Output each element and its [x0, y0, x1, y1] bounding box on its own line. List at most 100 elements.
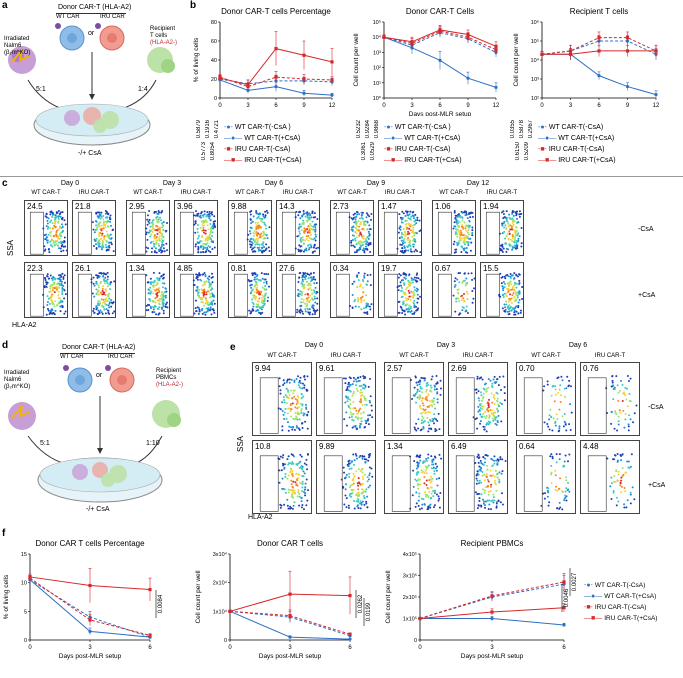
gate-percentage: 24.5 [27, 202, 43, 211]
legend-f-item: -■- IRU CAR-T(-CsA) [584, 604, 647, 611]
gate [587, 455, 607, 512]
condition-header: WT CAR-T [235, 190, 265, 196]
panel-label-a: a [2, 0, 8, 11]
chart-b1: Donor CAR-T cells Percentage 0 3 6 9 12 0 20 40 6… [193, 7, 336, 109]
condition-header: WT CAR-T [531, 353, 561, 359]
x-axis-label: Days post-MLR setup [259, 653, 322, 660]
x-tick-label: 9 [466, 103, 470, 109]
flow-plot: 15.5 [480, 262, 524, 318]
flow-plot: 27.6 [276, 262, 320, 318]
gate-percentage: 15.5 [483, 264, 499, 273]
y-tick-label: 0 [414, 638, 417, 644]
data-point [88, 629, 92, 633]
flow-density [391, 453, 443, 512]
flow-plot: 0.67 [432, 262, 476, 318]
chart-title: Recipient PBMCs [461, 539, 524, 548]
data-point [148, 633, 152, 638]
panel-f-charts: Donor CAR T cells Percentage 0 3 6 0 5 10 15 % o… [3, 539, 578, 660]
legend-b3-item: -●- WT CAR-T(-CsA) [538, 124, 604, 131]
condition-header: WT CAR-T [399, 353, 429, 359]
x-tick-label: 12 [329, 103, 336, 109]
p-value: 0.0046 [564, 588, 570, 607]
ratio-right-d: 1:10 [146, 440, 160, 447]
p-value: 0.4721 [214, 120, 220, 139]
data-point [382, 35, 386, 39]
panel-label-f: f [2, 528, 6, 539]
flow-density [77, 210, 115, 255]
x-axis-label: Days post-MLR setup [409, 111, 472, 116]
flow-density [383, 272, 421, 317]
flow-density [131, 271, 169, 317]
gate [455, 455, 475, 512]
panel-a-schematic: Donor CAR-T (HLA-A2) WT CAR IRU CAR or I… [0, 0, 188, 172]
p-value: 0.5232 [356, 120, 362, 139]
y-tick-label: 10³ [373, 50, 381, 56]
data-point [625, 84, 630, 89]
gate-percentage: 0.64 [519, 442, 535, 451]
y-tick-label: 10 [21, 581, 27, 587]
p-value: 0.8054 [209, 142, 216, 161]
p-value: 0.5209 [523, 142, 530, 161]
gate [233, 211, 248, 255]
flow-density [323, 452, 374, 512]
chart-b2: Donor CAR-T Cells 0 3 6 9 12 10⁰ 10¹ 10² 10³ 10⁴ 10… [353, 7, 500, 116]
data-point [302, 53, 306, 57]
y-tick-label: 5 [24, 609, 27, 615]
flow-plot: 1.94 [480, 200, 524, 256]
y-tick-label: 40 [211, 58, 217, 64]
gate [383, 273, 398, 317]
gate-percentage: 2.95 [129, 202, 145, 211]
data-point [274, 85, 278, 89]
gate-percentage: 10.8 [255, 442, 271, 451]
flow-density [29, 272, 67, 317]
pvals-b3: 0.0355 0.6150 0.5878 0.5209 0.2967 [510, 120, 534, 172]
gate [523, 377, 543, 434]
y-axis-label: Cell count per well [353, 33, 360, 87]
gate-percentage: 9.88 [231, 202, 247, 211]
x-tick-label: 9 [302, 103, 306, 109]
flow-density [131, 209, 169, 255]
data-point [490, 610, 494, 614]
p-value: 0.9868 [374, 120, 380, 139]
legend-b3-item: —●— WT CAR-T(+CsA) [538, 135, 615, 142]
donor-title-a: Donor CAR-T (HLA-A2) [58, 4, 132, 11]
x-axis-label: Days post-MLR setup [59, 653, 122, 660]
gate [455, 377, 475, 434]
flow-density [587, 375, 638, 434]
panel-c-flow: SSA HLA-A2 -CsA +CsA Day 0 WT CAR-T 24.5 22… [0, 178, 683, 336]
series-line [219, 76, 333, 88]
data-point [302, 77, 306, 81]
data-point [540, 52, 544, 56]
donor-title-d: Donor CAR-T (HLA-A2) [62, 344, 136, 351]
x-tick-label: 9 [626, 103, 630, 109]
ratio-left-d: 5:1 [40, 440, 50, 447]
y-tick-label: 10² [531, 96, 539, 102]
legend-b3-item: —■— IRU CAR-T(+CsA) [538, 157, 616, 164]
nalm6-label-a: Irradiated Nalm6 (β₂m^KO) [4, 36, 31, 56]
x-tick-label: 0 [28, 645, 32, 651]
flow-density [587, 452, 636, 512]
y-tick-label: 3x10⁴ [213, 551, 228, 558]
y-tick-label: 1x10⁴ [213, 608, 228, 615]
gate-percentage: 3.96 [177, 202, 193, 211]
gate [383, 211, 398, 255]
gate [281, 273, 296, 317]
flow-plot: 0.70 [516, 362, 576, 436]
gate-percentage: 4.85 [177, 264, 193, 273]
y-axis-label: % of living cells [3, 574, 10, 619]
y-tick-label: 20 [211, 77, 217, 83]
flow-plot: 1.34 [384, 440, 444, 514]
gate-percentage: 1.34 [129, 264, 145, 273]
panel-e-xaxis: HLA-A2 [248, 514, 273, 521]
gate-percentage: 0.81 [231, 264, 247, 273]
data-point [88, 583, 92, 588]
gate [131, 273, 146, 317]
gate-percentage: 0.76 [583, 364, 599, 373]
gate-percentage: 1.06 [435, 202, 451, 211]
legend-b2-item: —■— IRU CAR-T(+CsA) [384, 157, 462, 164]
p-value: 0.0199 [366, 602, 372, 621]
day-header: Day 6 [264, 180, 284, 187]
flow-density [437, 271, 475, 317]
data-point [330, 78, 334, 82]
csa-label-a: -/+ CsA [78, 150, 102, 157]
